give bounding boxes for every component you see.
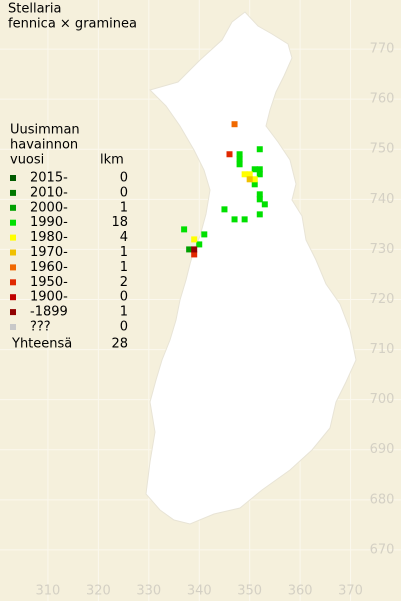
legend-label: 1970- bbox=[30, 245, 68, 260]
total-label: Yhteensä bbox=[11, 337, 72, 352]
legend-header: vuosi bbox=[10, 153, 44, 168]
x-tick-label: 320 bbox=[86, 584, 111, 599]
y-tick-label: 680 bbox=[370, 492, 395, 507]
observation-dot bbox=[256, 196, 263, 203]
x-tick-label: 310 bbox=[36, 584, 61, 599]
observation-dot bbox=[236, 156, 243, 163]
legend-count: 1 bbox=[120, 305, 128, 320]
x-tick-label: 340 bbox=[187, 584, 212, 599]
legend-swatch bbox=[10, 324, 16, 330]
legend-swatch bbox=[10, 279, 16, 286]
legend-label: ??? bbox=[30, 320, 51, 335]
legend-label: 1960- bbox=[30, 260, 68, 275]
observation-dot bbox=[231, 121, 238, 128]
observation-dot bbox=[191, 251, 198, 258]
legend-swatch bbox=[10, 175, 16, 181]
legend-count: 1 bbox=[120, 200, 128, 215]
total-value: 28 bbox=[111, 337, 128, 352]
observation-dot bbox=[256, 191, 263, 198]
observation-dot bbox=[196, 241, 203, 248]
legend-swatch bbox=[10, 264, 16, 271]
title: Stellaria bbox=[8, 2, 61, 17]
observation-dot bbox=[221, 206, 228, 213]
legend-count: 2 bbox=[120, 275, 128, 290]
legend-label: 1990- bbox=[30, 215, 68, 230]
observation-dot bbox=[251, 181, 258, 188]
y-tick-label: 670 bbox=[370, 542, 395, 557]
legend-swatch bbox=[10, 294, 16, 301]
observation-dot bbox=[236, 151, 243, 158]
observation-dot bbox=[251, 166, 258, 173]
y-tick-label: 730 bbox=[370, 242, 395, 257]
legend-swatch bbox=[10, 234, 16, 241]
legend-header: havainnon bbox=[10, 138, 78, 153]
legend-swatch bbox=[10, 249, 16, 256]
legend-header: Uusimman bbox=[10, 123, 80, 138]
title: fennica × graminea bbox=[8, 17, 137, 32]
legend-count: 0 bbox=[120, 320, 128, 335]
observation-dot bbox=[191, 246, 198, 253]
legend-swatch bbox=[10, 204, 16, 211]
y-tick-label: 710 bbox=[370, 342, 395, 357]
observation-dot bbox=[246, 171, 253, 178]
x-tick-label: 330 bbox=[136, 584, 161, 599]
legend-count: 0 bbox=[120, 185, 128, 200]
legend-count: 0 bbox=[120, 171, 128, 186]
observation-dot bbox=[191, 236, 198, 243]
legend-count: 4 bbox=[120, 230, 128, 245]
legend-label: 1950- bbox=[30, 275, 68, 290]
x-tick-label: 350 bbox=[237, 584, 262, 599]
y-tick-label: 760 bbox=[370, 92, 395, 107]
legend-count: 1 bbox=[120, 260, 128, 275]
observation-dot bbox=[236, 161, 243, 168]
observation-dot bbox=[181, 226, 188, 233]
y-tick-label: 690 bbox=[370, 442, 395, 457]
observation-dot bbox=[186, 246, 193, 253]
observation-dot bbox=[256, 171, 263, 178]
legend-label: -1899 bbox=[30, 305, 68, 320]
legend-count: 1 bbox=[120, 245, 128, 260]
observation-dot bbox=[246, 176, 253, 183]
observation-dot bbox=[251, 176, 258, 183]
y-tick-label: 720 bbox=[370, 292, 395, 307]
x-tick-label: 360 bbox=[288, 584, 313, 599]
observation-dot bbox=[261, 201, 268, 208]
y-tick-label: 770 bbox=[370, 42, 395, 57]
legend-label: 1900- bbox=[30, 290, 68, 305]
legend-swatch bbox=[10, 219, 16, 226]
y-tick-label: 700 bbox=[370, 392, 395, 407]
legend-count: 18 bbox=[111, 215, 128, 230]
finland-outline bbox=[145, 11, 357, 525]
observation-dot bbox=[256, 166, 263, 173]
observation-dot bbox=[226, 151, 233, 158]
y-tick-label: 740 bbox=[370, 192, 395, 207]
observation-dot bbox=[231, 216, 238, 223]
y-tick-label: 750 bbox=[370, 142, 395, 157]
legend-label: 2000- bbox=[30, 200, 68, 215]
legend-label: 2010- bbox=[30, 185, 68, 200]
legend-count: 0 bbox=[120, 290, 128, 305]
legend-label: 2015- bbox=[30, 171, 68, 186]
legend-swatch bbox=[10, 189, 16, 196]
legend-swatch bbox=[10, 309, 16, 316]
observation-dot bbox=[241, 216, 248, 223]
observation-dot bbox=[241, 171, 248, 178]
observation-dot bbox=[201, 231, 208, 238]
observation-dot bbox=[256, 211, 263, 218]
x-tick-label: 370 bbox=[338, 584, 363, 599]
observation-dot bbox=[256, 146, 263, 153]
legend-header: lkm bbox=[100, 153, 124, 168]
legend-label: 1980- bbox=[30, 230, 68, 245]
